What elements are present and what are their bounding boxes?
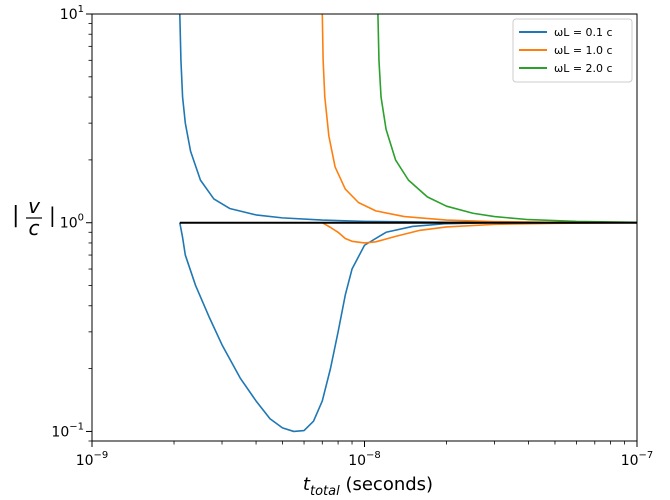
- series-line-3-upper-branch: [377, 14, 637, 224]
- series-line-1-lower-branch: [179, 221, 637, 433]
- y-axis-label-bar-right: |: [49, 203, 56, 227]
- legend: ωL = 0.1 c ωL = 1.0 c ωL = 2.0 c: [512, 18, 633, 83]
- y-tick-label-3: 101: [60, 4, 84, 23]
- x-tick-label-1: 10−9: [76, 450, 109, 469]
- y-tick-label-2: 100: [60, 213, 84, 232]
- legend-box: [512, 18, 633, 83]
- y-tick-label-1: 10−1: [51, 421, 84, 440]
- series-line-2-lower-branch: [321, 221, 637, 244]
- y-axis-label: |: [12, 203, 19, 228]
- x-axis-label-symbol: t: [303, 474, 311, 495]
- y-axis-label-bar-left: |: [12, 203, 19, 228]
- legend-label-1: ωL = 0.1 c: [554, 26, 613, 39]
- ticks-layer: 10−9 10−8 10−7 10−1 100 101: [51, 4, 653, 469]
- x-tick-label-3: 10−7: [621, 450, 654, 469]
- y-axis-label-denominator: c: [29, 216, 40, 240]
- legend-label-3: ωL = 2.0 c: [554, 62, 613, 75]
- legend-label-2: ωL = 1.0 c: [554, 44, 613, 57]
- x-axis-label: ttotal (seconds): [303, 474, 433, 499]
- x-axis-label-subscript: total: [310, 484, 340, 499]
- x-axis-label-unit: (seconds): [345, 474, 433, 495]
- x-tick-label-2: 10−8: [348, 450, 381, 469]
- y-axis-label-numerator: v: [28, 194, 41, 218]
- series-line-2-upper-branch: [321, 14, 637, 224]
